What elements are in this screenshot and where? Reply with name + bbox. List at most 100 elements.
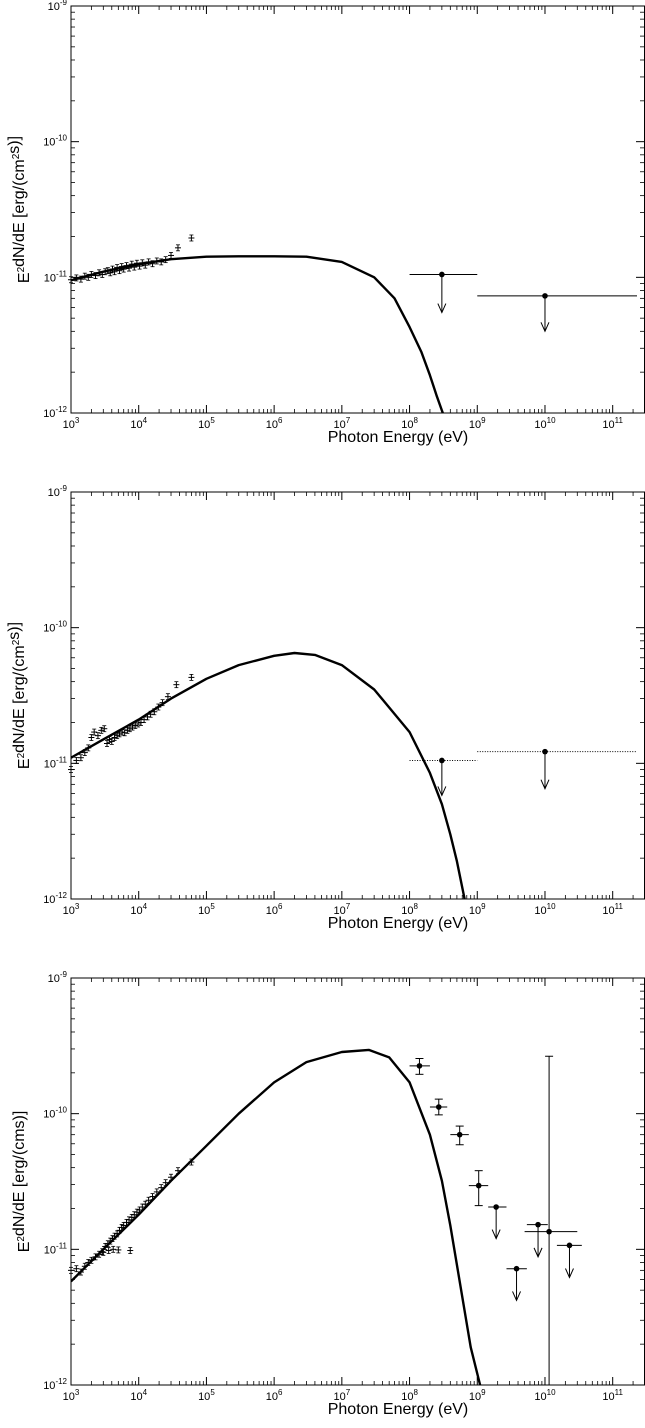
xray-data-point bbox=[142, 1200, 149, 1208]
xray-data-point bbox=[173, 681, 180, 689]
y-tick-label: 10-12 bbox=[43, 405, 67, 420]
y-tick-label: 10-12 bbox=[43, 891, 67, 906]
upper-limit-marker bbox=[439, 757, 445, 764]
upper-limit-marker bbox=[566, 1242, 573, 1249]
xray-data-point bbox=[139, 259, 146, 267]
x-tick-label: 105 bbox=[198, 416, 215, 431]
xray-data-point bbox=[145, 258, 152, 266]
xray-data-point bbox=[101, 725, 108, 733]
upper-limit bbox=[488, 1204, 507, 1240]
x-axis-label: Photon Energy (eV) bbox=[328, 429, 469, 446]
xray-data-point bbox=[73, 757, 80, 764]
x-tick-label: 104 bbox=[130, 902, 147, 917]
xray-data-point bbox=[73, 1265, 80, 1273]
upper-limit-arrowhead bbox=[540, 779, 550, 790]
y-tick-label: 10-11 bbox=[44, 269, 68, 284]
xray-data-point bbox=[73, 274, 80, 282]
xray-data-point bbox=[162, 1179, 169, 1187]
model-curve bbox=[71, 1048, 482, 1385]
xray-data-point bbox=[105, 1247, 112, 1254]
gamma-marker bbox=[456, 1131, 463, 1138]
xray-data-point bbox=[77, 754, 84, 762]
upper-limit-marker bbox=[513, 1265, 520, 1272]
xray-data-point bbox=[88, 734, 95, 741]
plot-frame bbox=[70, 5, 645, 414]
x-tick-label: 109 bbox=[469, 902, 486, 917]
gamma-data-point bbox=[429, 1098, 448, 1116]
xray-data-point bbox=[107, 269, 114, 277]
upper-limit-marker bbox=[493, 1204, 499, 1210]
gamma-marker bbox=[416, 1063, 423, 1069]
x-tick-label: 1011 bbox=[602, 1388, 623, 1403]
upper-limit bbox=[409, 757, 478, 797]
y-tick-label: 10-9 bbox=[48, 484, 68, 499]
x-tick-label: 106 bbox=[266, 1388, 283, 1403]
xray-data-point bbox=[126, 264, 133, 272]
model-curve bbox=[71, 651, 466, 899]
xray-data-point bbox=[114, 1230, 121, 1238]
xray-data-point bbox=[162, 256, 169, 264]
xray-data-point bbox=[91, 728, 98, 736]
xray-data-point bbox=[103, 740, 110, 747]
xray-data-point bbox=[174, 244, 181, 252]
xray-data-point bbox=[153, 257, 160, 265]
xray-data-point bbox=[131, 263, 138, 271]
xray-data-point bbox=[111, 268, 118, 276]
x-axis-label: Photon Energy (eV) bbox=[328, 915, 469, 932]
gamma-data-point bbox=[409, 1058, 430, 1075]
xray-data-point bbox=[108, 738, 115, 745]
x-tick-label: 104 bbox=[130, 416, 147, 431]
upper-limit-arrowhead bbox=[540, 322, 550, 333]
plot-frame bbox=[70, 977, 645, 1386]
xray-data-point bbox=[94, 732, 101, 740]
xray-data-point bbox=[188, 234, 195, 242]
xray-data-point bbox=[81, 1262, 88, 1270]
gamma-data-point bbox=[468, 1170, 489, 1207]
x-tick-label: 104 bbox=[130, 1388, 147, 1403]
y-axis-label: E2dN/dE [erg/(cm2s)] bbox=[6, 622, 33, 769]
xray-data-point bbox=[85, 1259, 92, 1266]
xray-data-point bbox=[168, 1173, 175, 1181]
x-tick-label: 1010 bbox=[534, 416, 556, 431]
x-tick-label: 1011 bbox=[602, 902, 623, 917]
plot-frame bbox=[70, 491, 645, 900]
xray-data-point bbox=[188, 673, 195, 681]
x-tick-label: 106 bbox=[266, 902, 283, 917]
xray-data-point bbox=[115, 1246, 122, 1254]
upper-limit-arrowhead bbox=[533, 1247, 543, 1259]
x-tick-label: 107 bbox=[333, 416, 350, 431]
x-tick-label: 107 bbox=[333, 902, 350, 917]
xray-data-point bbox=[88, 271, 95, 278]
xray-data-point bbox=[135, 720, 142, 728]
xray-data-point bbox=[188, 1158, 195, 1166]
x-tick-label: 103 bbox=[63, 1388, 80, 1403]
upper-limit-arrowhead bbox=[437, 786, 447, 797]
xray-data-point bbox=[164, 693, 171, 701]
x-tick-label: 106 bbox=[266, 416, 283, 431]
y-tick-label: 10-9 bbox=[48, 970, 68, 985]
y-tick-label: 10-9 bbox=[48, 0, 68, 13]
x-tick-label: 103 bbox=[63, 902, 80, 917]
x-tick-label: 108 bbox=[401, 416, 418, 431]
gamma-data-point bbox=[524, 1055, 578, 1385]
upper-limit bbox=[477, 748, 637, 790]
upper-limit-arrowhead bbox=[437, 303, 447, 314]
x-tick-label: 108 bbox=[401, 1388, 418, 1403]
upper-limit-marker bbox=[535, 1221, 541, 1228]
sed-panel-1: 103 104 105 106 107 108 109 1010 1011 10-12 10-11 1… bbox=[6, 0, 645, 446]
x-tick-label: 1010 bbox=[534, 902, 556, 917]
upper-limit-arrowhead bbox=[565, 1268, 574, 1279]
sed-panel-2: 103 104 105 106 107 108 109 1010 1011 10-12 10-11 1… bbox=[6, 484, 645, 932]
xray-data-point bbox=[77, 1268, 84, 1276]
x-tick-label: 1010 bbox=[534, 1388, 556, 1403]
upper-limit-arrowhead bbox=[512, 1291, 521, 1302]
y-axis-label: E2dN/dE [erg/(cms)] bbox=[11, 1111, 33, 1253]
gamma-data-point bbox=[450, 1125, 469, 1146]
xray-data-point bbox=[149, 1193, 156, 1200]
xray-data-point bbox=[81, 272, 88, 280]
xray-data-point bbox=[81, 749, 88, 756]
x-tick-label: 105 bbox=[198, 902, 215, 917]
model-curve bbox=[71, 255, 444, 413]
x-tick-label: 109 bbox=[469, 1388, 486, 1403]
